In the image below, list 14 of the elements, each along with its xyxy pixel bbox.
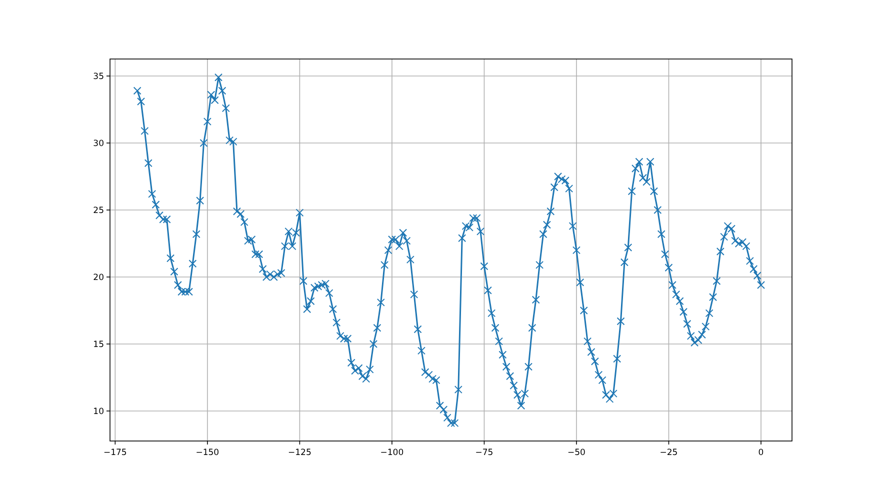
y-tick-label: 10: [93, 406, 104, 417]
y-tick-label: 20: [93, 273, 104, 283]
y-tick-label: 35: [93, 72, 104, 82]
x-tick-label: −50: [568, 448, 586, 458]
x-tick-label: −175: [103, 448, 127, 458]
y-tick-label: 15: [93, 340, 104, 350]
x-tick-label: −25: [660, 448, 678, 458]
x-tick-label: −100: [380, 448, 404, 458]
x-tick-label: −150: [196, 448, 220, 458]
y-tick-label: 25: [93, 206, 104, 216]
x-tick-label: −75: [475, 448, 494, 458]
x-tick-label: −125: [288, 448, 312, 458]
x-tick-label: 0: [758, 448, 764, 458]
y-tick-label: 30: [93, 139, 104, 150]
